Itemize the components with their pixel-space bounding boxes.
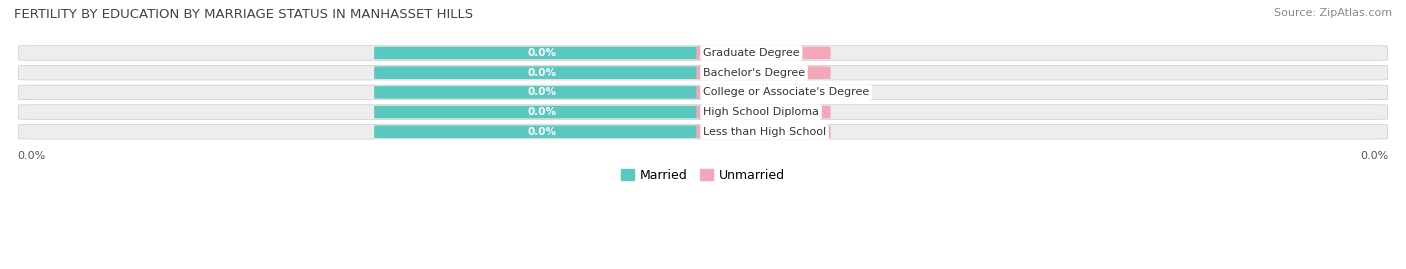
Text: 0.0%: 0.0%	[749, 107, 778, 117]
FancyBboxPatch shape	[374, 106, 710, 118]
FancyBboxPatch shape	[696, 86, 831, 99]
FancyBboxPatch shape	[374, 86, 710, 99]
FancyBboxPatch shape	[374, 125, 710, 138]
Text: 0.0%: 0.0%	[527, 48, 557, 58]
FancyBboxPatch shape	[696, 66, 831, 79]
FancyBboxPatch shape	[18, 125, 1388, 139]
Text: High School Diploma: High School Diploma	[703, 107, 820, 117]
Text: 0.0%: 0.0%	[749, 48, 778, 58]
Text: Source: ZipAtlas.com: Source: ZipAtlas.com	[1274, 8, 1392, 18]
FancyBboxPatch shape	[374, 47, 710, 59]
Text: 0.0%: 0.0%	[749, 127, 778, 137]
Text: 0.0%: 0.0%	[527, 87, 557, 97]
Text: Less than High School: Less than High School	[703, 127, 827, 137]
Text: 0.0%: 0.0%	[749, 87, 778, 97]
Text: 0.0%: 0.0%	[527, 127, 557, 137]
FancyBboxPatch shape	[18, 105, 1388, 119]
Text: 0.0%: 0.0%	[749, 68, 778, 78]
Legend: Married, Unmarried: Married, Unmarried	[616, 164, 790, 187]
FancyBboxPatch shape	[696, 125, 831, 138]
FancyBboxPatch shape	[18, 85, 1388, 100]
FancyBboxPatch shape	[696, 47, 831, 59]
FancyBboxPatch shape	[18, 65, 1388, 80]
Text: FERTILITY BY EDUCATION BY MARRIAGE STATUS IN MANHASSET HILLS: FERTILITY BY EDUCATION BY MARRIAGE STATU…	[14, 8, 474, 21]
Text: 0.0%: 0.0%	[527, 68, 557, 78]
Text: Bachelor's Degree: Bachelor's Degree	[703, 68, 806, 78]
Text: College or Associate's Degree: College or Associate's Degree	[703, 87, 869, 97]
FancyBboxPatch shape	[374, 66, 710, 79]
Text: 0.0%: 0.0%	[527, 107, 557, 117]
FancyBboxPatch shape	[18, 46, 1388, 60]
FancyBboxPatch shape	[696, 106, 831, 118]
Text: Graduate Degree: Graduate Degree	[703, 48, 800, 58]
